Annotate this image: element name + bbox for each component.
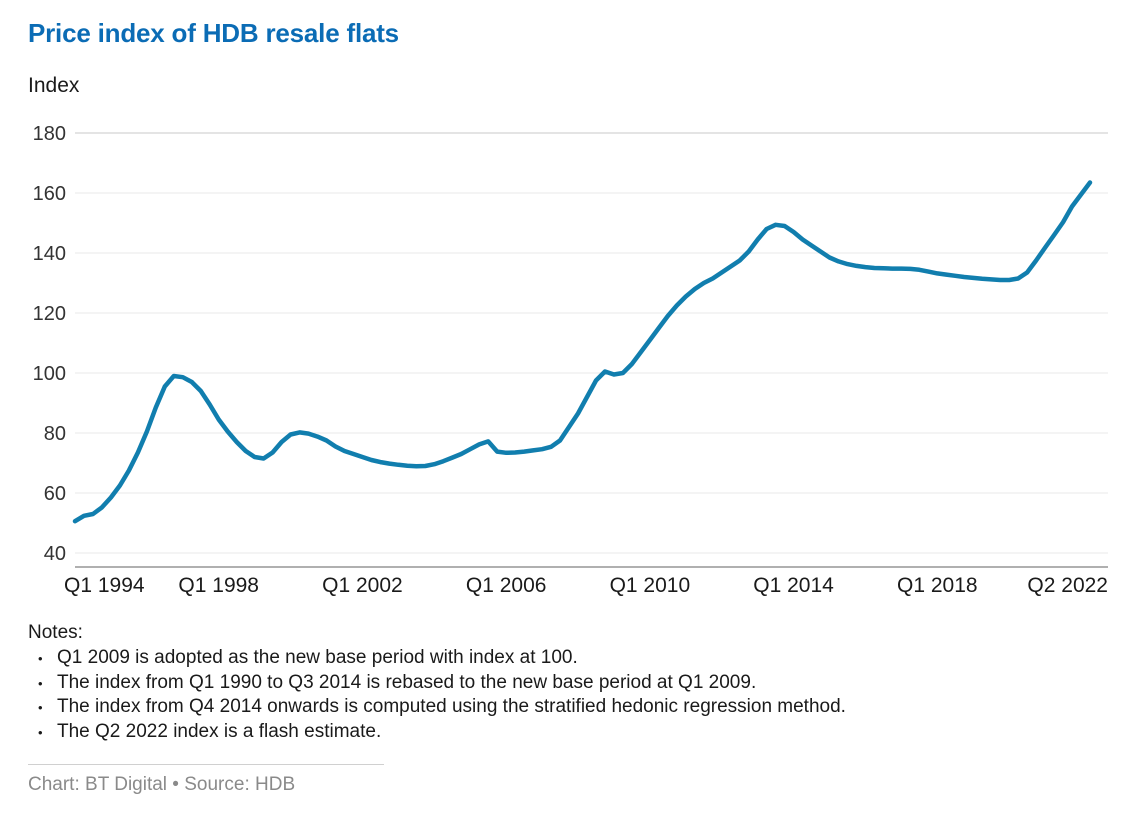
x-axis-tick-label: Q1 2006 [466, 574, 547, 597]
x-axis-tick-label: Q1 2010 [610, 574, 691, 597]
y-axis-tick-label: 160 [33, 183, 66, 205]
chart-area: 40 60 80 100 120 140 160 180 Q1 1994 Q1 1998 Q1 20… [0, 110, 1140, 605]
footer-divider [28, 764, 384, 765]
note-text: Q1 2009 is adopted as the new base perio… [57, 647, 578, 668]
price-index-line [72, 180, 1093, 524]
x-axis-tick-label: Q2 2022 [1027, 574, 1108, 597]
y-axis-tick-label: 120 [33, 303, 66, 325]
y-axis-tick-label: 140 [33, 243, 66, 265]
x-axis-tick-label: Q1 2002 [322, 574, 403, 597]
chart-title: Price index of HDB resale flats [28, 18, 399, 48]
note-text: The index from Q1 1990 to Q3 2014 is reb… [57, 671, 757, 693]
y-axis-tick-label: 100 [33, 363, 66, 385]
x-axis-tick-label: Q1 1998 [178, 574, 259, 597]
y-axis-tick-label: 40 [44, 543, 66, 565]
notes-section: Notes: • Q1 2009 is adopted as the new ba… [28, 621, 1108, 744]
y-axis-tick-label: 60 [44, 483, 66, 505]
bullet-glyph: • [38, 675, 43, 691]
notes-list: • Q1 2009 is adopted as the new base peri… [28, 646, 1108, 744]
chart-byline: Chart: BT Digital • Source: HDB [28, 774, 296, 795]
x-axis-tick-label: Q1 1994 [64, 574, 145, 597]
notes-label: Notes: [28, 622, 83, 643]
bullet-glyph: • [38, 700, 43, 715]
bullet-glyph: • [38, 651, 43, 666]
note-item: • The index from Q4 2014 onwards is compu… [38, 695, 1108, 720]
note-item: • The Q2 2022 index is a flash estimate. [38, 720, 1108, 745]
x-axis-tick-label: Q1 2018 [897, 574, 978, 597]
note-item: • Q1 2009 is adopted as the new base peri… [38, 646, 1108, 671]
y-axis-unit-label: Index [28, 74, 80, 97]
note-item: • The index from Q1 1990 to Q3 2014 is re… [38, 671, 1108, 696]
line-chart: 40 60 80 100 120 140 160 180 Q1 1994 Q1 1998 Q1 20… [33, 123, 1108, 597]
y-axis-tick-label: 80 [44, 423, 66, 445]
note-text: The Q2 2022 index is a flash estimate. [57, 720, 382, 742]
bullet-glyph: • [38, 724, 43, 740]
y-axis-tick-label: 180 [33, 123, 66, 145]
x-axis-tick-label: Q1 2014 [753, 574, 834, 597]
note-text: The index from Q4 2014 onwards is comput… [57, 696, 846, 717]
